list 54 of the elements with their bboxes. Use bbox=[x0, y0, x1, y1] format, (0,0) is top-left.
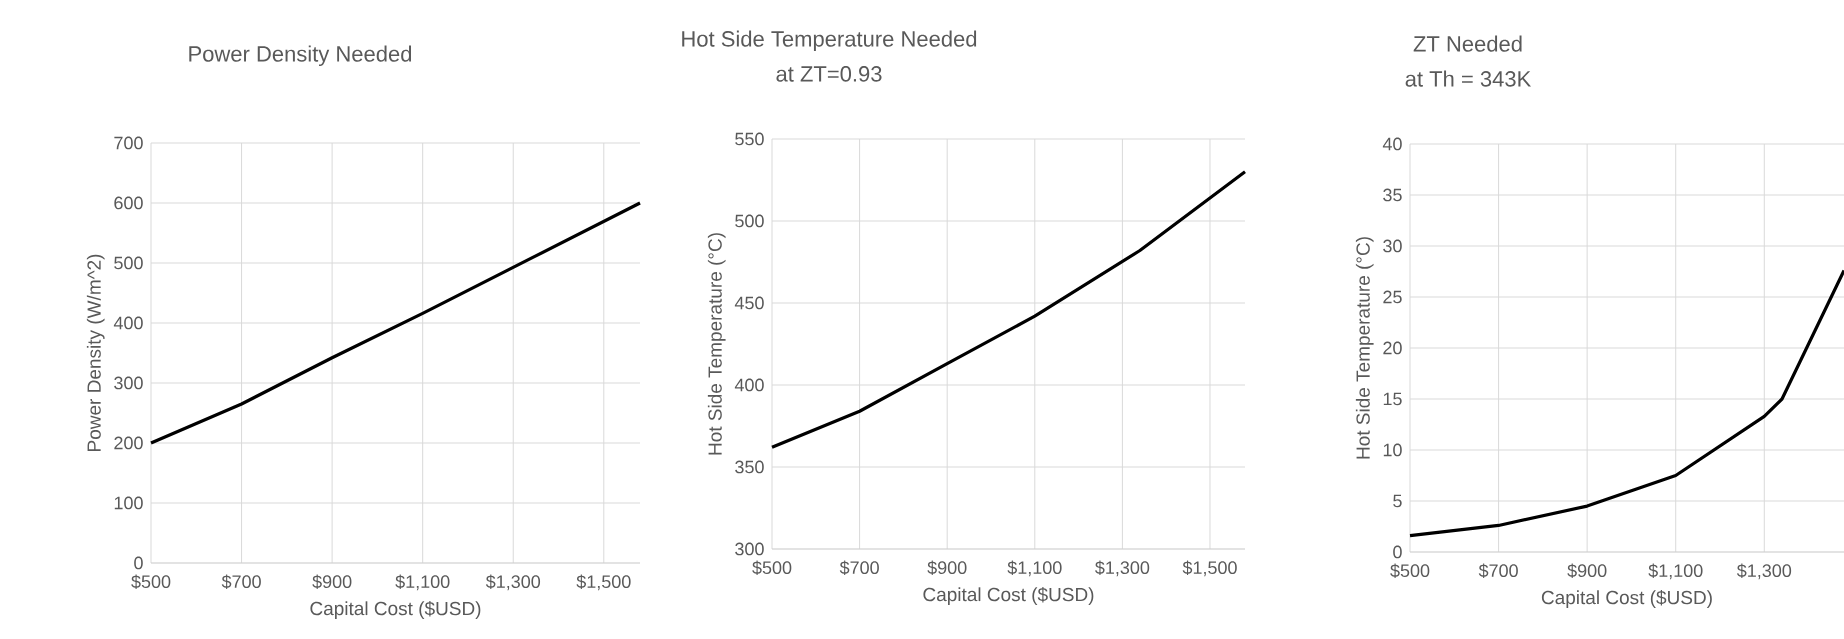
y-tick-label: 35 bbox=[1383, 188, 1402, 202]
y-axis-title: Power Density (W/m^2) bbox=[86, 254, 105, 451]
y-tick-label: 25 bbox=[1383, 290, 1402, 304]
x-axis-title: Capital Cost ($USD) bbox=[310, 601, 481, 620]
y-tick-label: 300 bbox=[114, 376, 143, 390]
y-tick-label: 20 bbox=[1383, 341, 1402, 355]
x-tick-label: $1,500 bbox=[576, 574, 631, 591]
y-tick-label: 5 bbox=[1393, 494, 1402, 508]
x-tick-label: $1,100 bbox=[1648, 563, 1703, 580]
x-tick-label: $900 bbox=[312, 574, 352, 590]
y-tick-label: 200 bbox=[114, 436, 143, 450]
line-series bbox=[149, 201, 642, 445]
chart-title: Power Density Needed bbox=[189, 45, 412, 67]
y-axis-title: Hot Side Temperature (°C) bbox=[707, 233, 726, 455]
y-tick-label: 400 bbox=[113, 316, 143, 330]
y-tick-label: 0 bbox=[1393, 545, 1402, 559]
y-tick-label: 500 bbox=[114, 256, 143, 270]
y-tick-label: 30 bbox=[1383, 239, 1402, 253]
line-series bbox=[1408, 268, 1844, 538]
y-tick-label: 450 bbox=[734, 296, 764, 310]
x-tick-label: $700 bbox=[1478, 563, 1518, 579]
y-tick-label: 15 bbox=[1383, 392, 1402, 406]
line-series bbox=[770, 170, 1247, 449]
x-tick-label: $1,500 bbox=[1182, 560, 1237, 577]
x-tick-label: $500 bbox=[752, 560, 792, 576]
x-tick-label: $700 bbox=[221, 574, 261, 590]
x-tick-label: $1,300 bbox=[485, 574, 541, 591]
x-tick-label: $700 bbox=[839, 560, 879, 576]
y-tick-label: 550 bbox=[735, 132, 764, 146]
x-tick-label: $900 bbox=[1567, 563, 1607, 579]
x-axis-title: Capital Cost ($USD) bbox=[1541, 590, 1712, 609]
x-tick-label: $1,100 bbox=[395, 574, 450, 591]
chart-title: Hot Side Temperature Needed bbox=[682, 30, 977, 52]
x-tick-label: $500 bbox=[1390, 563, 1430, 579]
x-axis-title: Capital Cost ($USD) bbox=[923, 587, 1094, 606]
y-tick-label: 400 bbox=[734, 378, 764, 392]
chart-subtitle: at ZT=0.93 bbox=[776, 66, 882, 82]
y-tick-label: 0 bbox=[134, 556, 143, 570]
x-tick-label: $1,100 bbox=[1007, 560, 1062, 577]
y-tick-label: 100 bbox=[114, 496, 143, 510]
y-tick-label: 40 bbox=[1382, 137, 1402, 151]
x-tick-label: $500 bbox=[131, 574, 171, 590]
chart-subtitle: at Th = 343K bbox=[1405, 70, 1532, 87]
y-axis-title: Hot Side Temperature (°C) bbox=[1355, 237, 1374, 459]
y-tick-label: 10 bbox=[1383, 443, 1402, 457]
x-tick-label: $1,300 bbox=[1095, 560, 1150, 577]
y-tick-label: 700 bbox=[114, 136, 143, 150]
y-tick-label: 300 bbox=[735, 542, 764, 556]
x-tick-label: $900 bbox=[927, 560, 967, 576]
y-tick-label: 350 bbox=[735, 460, 764, 474]
y-tick-label: 600 bbox=[114, 196, 143, 210]
x-tick-label: $1,300 bbox=[1736, 563, 1792, 580]
y-tick-label: 500 bbox=[735, 214, 764, 228]
chart-title: ZT Needed bbox=[1413, 35, 1522, 52]
